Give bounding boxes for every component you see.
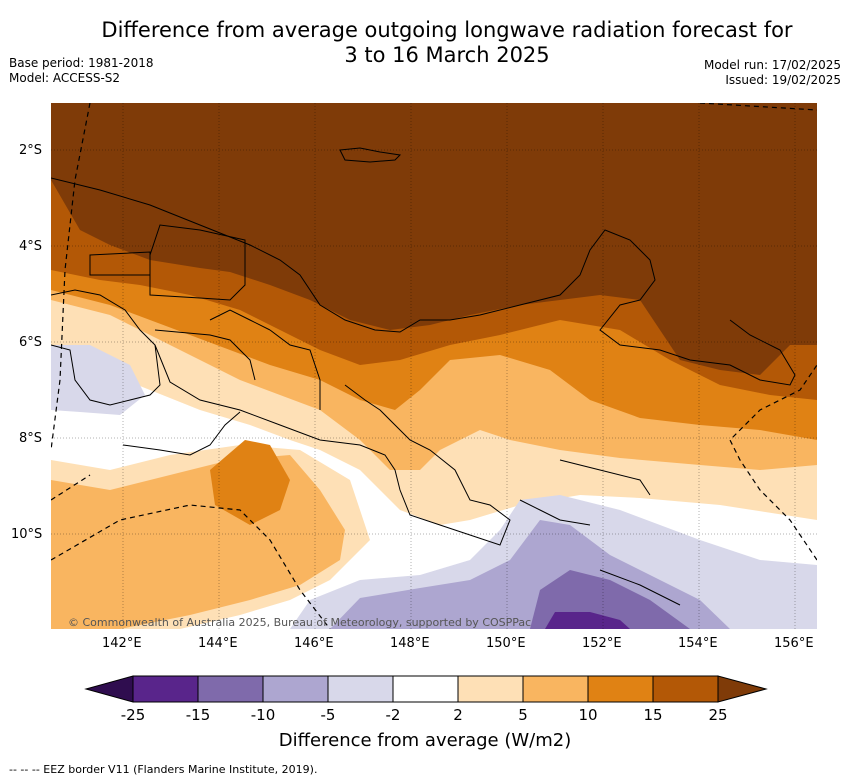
- colorbar-label: -10: [250, 706, 276, 724]
- lat-tick: 6°S: [19, 335, 43, 350]
- copyright-notice: © Commonwealth of Australia 2025, Bureau…: [68, 616, 531, 629]
- eez-borders: [51, 103, 817, 629]
- lon-tick: 154°E: [678, 636, 718, 651]
- contour-10-15-blob: [210, 440, 290, 525]
- lon-tick: 146°E: [294, 636, 334, 651]
- colorbar-bin-2: [197, 675, 264, 703]
- colorbar-bin-7: [522, 675, 589, 703]
- colorbar-bin-8: [587, 675, 654, 703]
- lon-tick: 148°E: [390, 636, 430, 651]
- colorbar: [84, 675, 768, 703]
- colorbar-label: 10: [578, 706, 598, 724]
- metadata-right: Model run: 17/02/2025 Issued: 19/02/2025: [704, 58, 841, 88]
- contour-neg-15-25: [545, 612, 630, 629]
- lon-tick: 152°E: [582, 636, 622, 651]
- lat-tick: 8°S: [19, 431, 43, 446]
- coastlines: [51, 147, 796, 606]
- colorbar-label: 15: [643, 706, 663, 724]
- lon-tick: 144°E: [198, 636, 238, 651]
- model-name: Model: ACCESS-S2: [9, 71, 121, 85]
- colorbar-label: 5: [518, 706, 528, 724]
- contour-gt-25: [51, 103, 817, 375]
- issued-date: Issued: 19/02/2025: [725, 73, 841, 87]
- colorbar-label: -25: [120, 706, 146, 724]
- colorbar-bin-3: [262, 675, 329, 703]
- colorbar-extend-high: [717, 675, 768, 703]
- contour-neg-2-5-west: [51, 345, 145, 415]
- colorbar-extend-low: [84, 675, 134, 703]
- colorbar-bin-4: [327, 675, 394, 703]
- map-title: Difference from average outgoing longwav…: [0, 18, 850, 68]
- colorbar-bin-9: [652, 675, 719, 703]
- lon-tick: 156°E: [774, 636, 814, 651]
- metadata-left: Base period: 1981-2018 Model: ACCESS-S2: [9, 56, 154, 86]
- lat-tick: 2°S: [19, 143, 43, 158]
- title-line-2: 3 to 16 March 2025: [344, 43, 550, 67]
- gridlines: [51, 103, 817, 629]
- colorbar-bin-1: [132, 675, 199, 703]
- colorbar-label: -15: [185, 706, 211, 724]
- lon-tick: 150°E: [486, 636, 526, 651]
- base-period: Base period: 1981-2018: [9, 56, 154, 70]
- colorbar-label: -5: [320, 706, 336, 724]
- colorbar-label: 2: [453, 706, 463, 724]
- anomaly-field: [51, 103, 817, 629]
- provincial-borders: [89, 224, 321, 410]
- title-line-1: Difference from average outgoing longwav…: [101, 18, 793, 42]
- lat-tick: 4°S: [19, 239, 43, 254]
- colorbar-label: 25: [708, 706, 728, 724]
- colorbar-title: Difference from average (W/m2): [278, 730, 572, 751]
- lon-tick: 142°E: [102, 636, 142, 651]
- model-run: Model run: 17/02/2025: [703, 58, 841, 72]
- colorbar-label: -2: [385, 706, 401, 724]
- eez-legend-note: -- -- -- EEZ border V11 (Flanders Marine…: [9, 763, 318, 776]
- lat-tick: 10°S: [11, 527, 43, 542]
- colorbar-bin-6: [457, 675, 524, 703]
- colorbar-bin-5: [392, 675, 459, 703]
